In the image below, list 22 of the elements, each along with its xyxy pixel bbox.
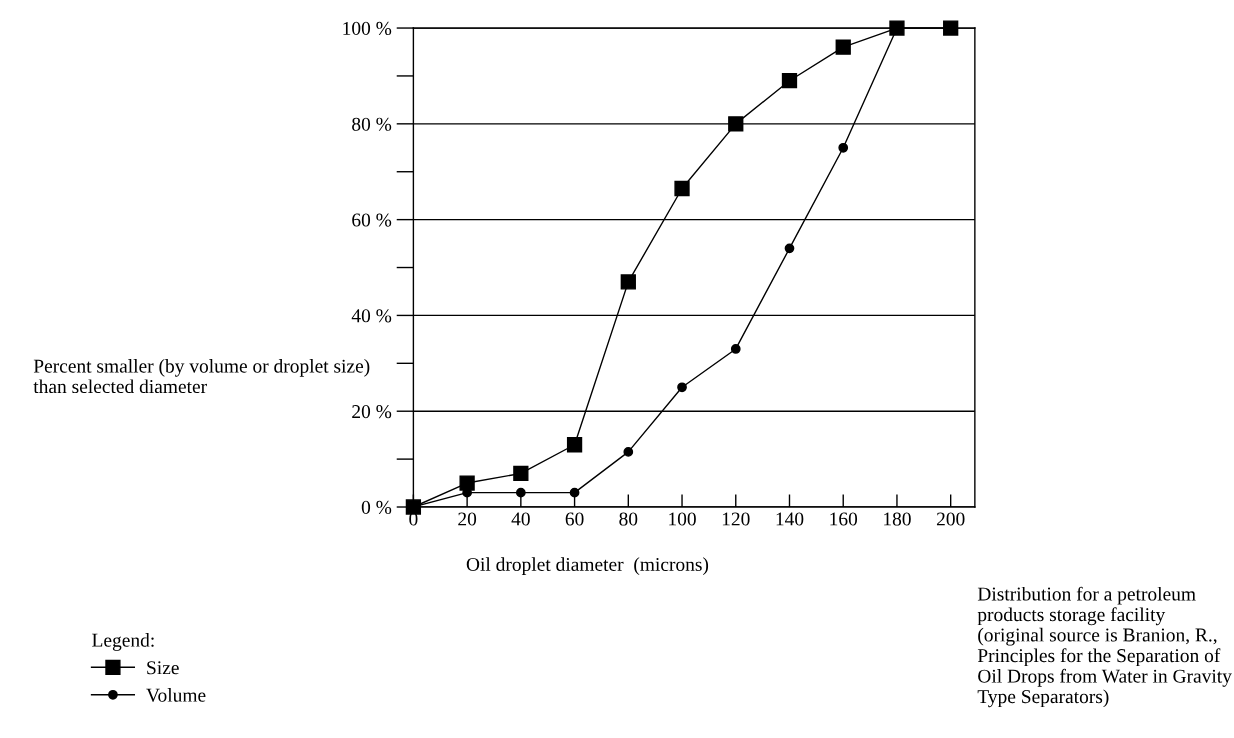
text: Distribution for a petroleum products storage facility (original source is Branion, R., Principles for the Separation of Oil Drops from Water in Gravity Type Separators) [977, 586, 1232, 708]
y-tick-label: 0 % [361, 500, 392, 515]
y-tick-label: 20 % [352, 405, 392, 419]
legend-label: Size [147, 661, 179, 675]
x-axis-title: Oil droplet diameter (microns) [466, 557, 709, 575]
x-tick-label: 200 [936, 512, 965, 526]
x-tick-label: 100 [669, 512, 696, 526]
x-tick-label: 80 [619, 512, 638, 526]
x-tick-label: 60 [565, 512, 584, 526]
legend-label: Volume [146, 688, 206, 702]
x-tick-label: 140 [776, 512, 804, 526]
x-tick-label: 160 [830, 512, 858, 526]
y-tick-label: 60 % [352, 213, 392, 227]
legend-title: Legend: [92, 633, 154, 651]
x-tick-label: 120 [722, 512, 750, 526]
y-tick-label: 80 % [352, 117, 392, 131]
x-tick-label: 20 [458, 512, 477, 526]
y-axis-title: Percent smaller (by volume or droplet size) than selected diameter [33, 359, 370, 394]
y-tick-label: 100 % [343, 21, 392, 36]
x-tick-label: 180 [884, 512, 911, 526]
y-tick-label: 40 % [351, 309, 392, 323]
x-tick-label: 40 [511, 512, 530, 526]
